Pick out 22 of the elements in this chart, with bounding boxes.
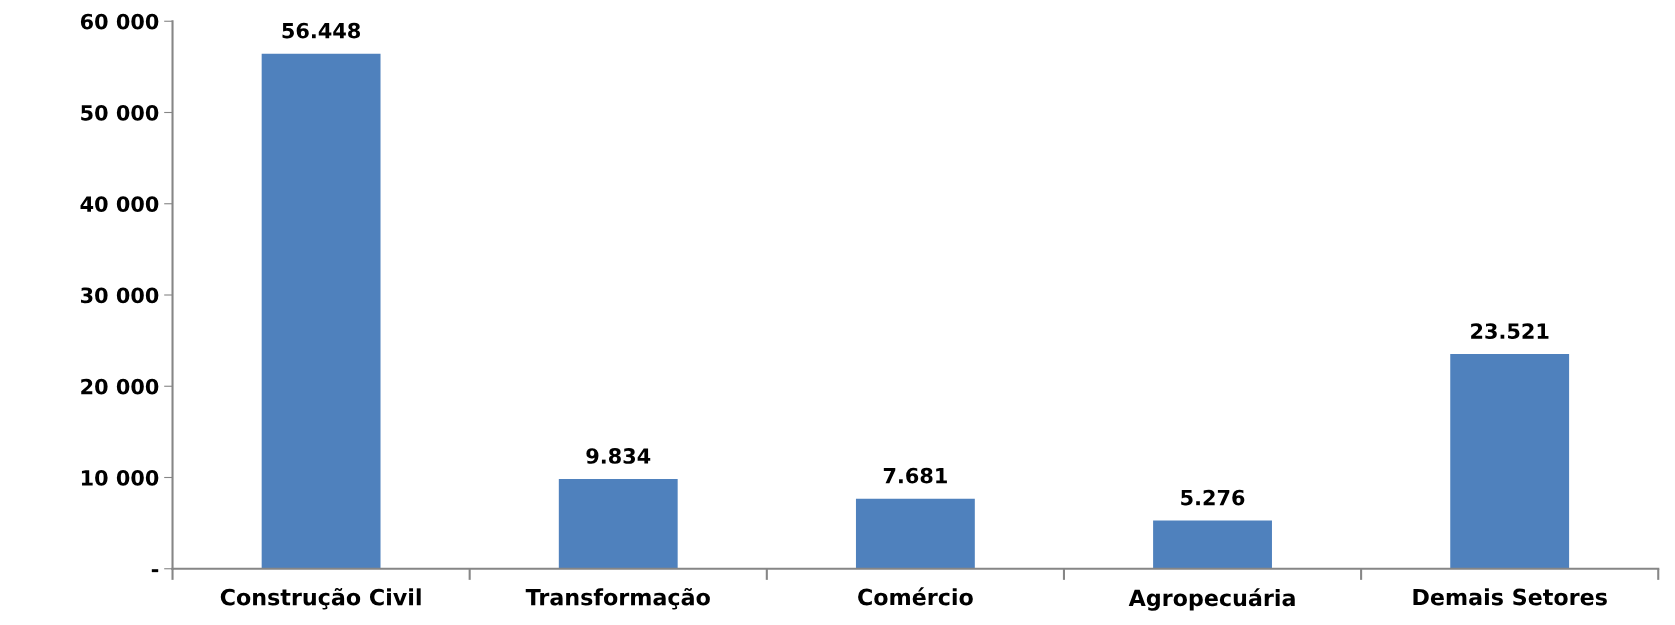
- x-tick-label: Demais Setores: [1413, 588, 1607, 606]
- y-tick-label: 10 000: [81, 469, 159, 486]
- y-tick-label: -: [151, 569, 159, 573]
- x-tick-label: Agropecuária: [1128, 588, 1295, 611]
- y-tick-label: 60 000: [80, 13, 159, 30]
- x-tick-label: Transformação: [525, 587, 710, 610]
- bar: [1450, 354, 1570, 569]
- data-label: 7.681: [883, 467, 947, 484]
- data-label: 9.834: [586, 448, 651, 464]
- x-tick-label: Comércio: [858, 587, 973, 606]
- y-tick-label: 50 000: [81, 104, 159, 121]
- y-tick-label: 40 000: [80, 196, 159, 212]
- bar: [1153, 520, 1272, 569]
- y-tick-label: 20 000: [81, 378, 159, 395]
- y-tick-label: 30 000: [80, 287, 159, 304]
- bar: [558, 479, 678, 569]
- data-label: 23.521: [1471, 323, 1549, 339]
- bar: [261, 53, 381, 569]
- data-label: 5.276: [1181, 489, 1245, 506]
- bar: [855, 498, 975, 569]
- data-label: 56.448: [282, 22, 360, 39]
- x-tick-label: Construção Civil: [220, 587, 421, 610]
